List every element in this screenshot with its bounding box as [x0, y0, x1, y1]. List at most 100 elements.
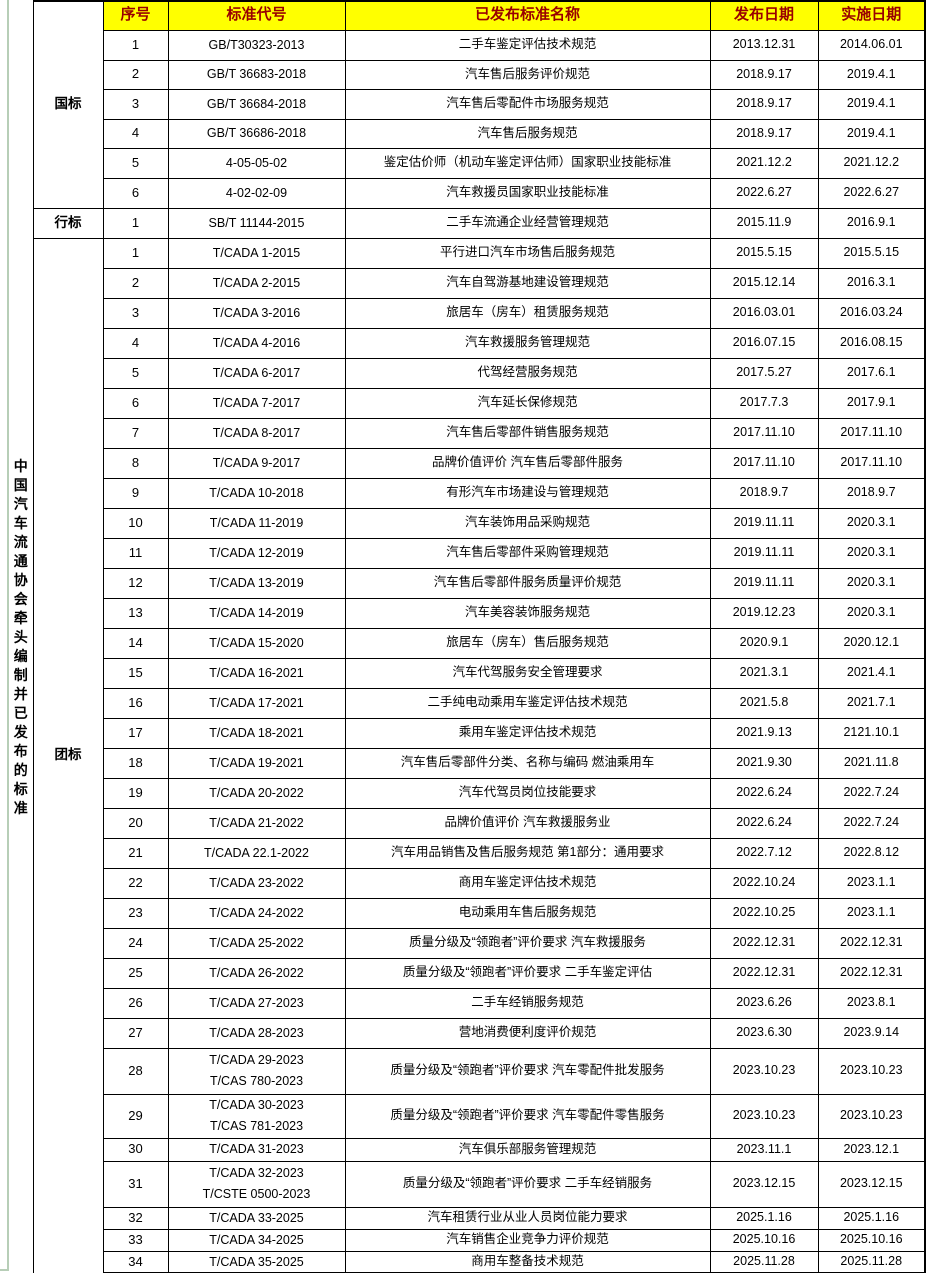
table-row: 19 T/CADA 20-2022 汽车代驾员岗位技能要求 2022.6.24 2022…	[9, 777, 926, 809]
cell-published: 2017.5.27	[709, 357, 819, 389]
cell-implemented: 2022.7.24	[817, 807, 926, 839]
cell-published: 2022.6.24	[709, 807, 819, 839]
table-row: 16 T/CADA 17-2021 二手纯电动乘用车鉴定评估技术规范 2021.5.8…	[9, 687, 926, 719]
table-row: 15 T/CADA 16-2021 汽车代驾服务安全管理要求 2021.3.1 2021…	[9, 657, 926, 689]
cell-implemented: 2023.1.1	[817, 897, 926, 929]
cell-name: 汽车销售企业竞争力评价规范	[344, 1228, 711, 1252]
cell-code: T/CADA 15-2020	[167, 627, 346, 659]
cell-no: 27	[102, 1017, 169, 1049]
cell-implemented: 2023.12.1	[817, 1137, 926, 1162]
cell-implemented: 2025.10.16	[817, 1228, 926, 1252]
cell-code: 4-02-02-09	[167, 177, 346, 209]
cell-name: 商用车整备技术规范	[344, 1250, 711, 1273]
cell-code: T/CADA 7-2017	[167, 387, 346, 419]
cell-implemented: 2020.3.1	[817, 597, 926, 629]
cell-code: T/CADA 21-2022	[167, 807, 346, 839]
cell-no: 15	[102, 657, 169, 689]
cell-no: 6	[102, 387, 169, 419]
cell-name: 电动乘用车售后服务规范	[344, 897, 711, 929]
cell-no: 4	[102, 327, 169, 359]
cell-code: T/CADA 2-2015	[167, 267, 346, 299]
table-row: 24 T/CADA 25-2022 质量分级及“领跑者”评价要求 汽车救援服务 202…	[9, 927, 926, 959]
cell-name: 汽车售后零部件采购管理规范	[344, 537, 711, 569]
cell-published: 2023.6.26	[709, 987, 819, 1019]
cell-code: T/CADA 28-2023	[167, 1017, 346, 1049]
cell-implemented: 2121.10.1	[817, 717, 926, 749]
cell-code: T/CADA 13-2019	[167, 567, 346, 599]
cell-code: T/CADA 32-2023 T/CSTE 0500-2023	[167, 1160, 346, 1208]
cell-code: T/CADA 4-2016	[167, 327, 346, 359]
table-row: 4 GB/T 36686-2018 汽车售后服务规范 2018.9.17 2019.4.…	[9, 118, 926, 149]
cell-implemented: 2021.7.1	[817, 687, 926, 719]
cell-no: 12	[102, 567, 169, 599]
cell-no: 16	[102, 687, 169, 719]
cell-name: 二手车鉴定评估技术规范	[344, 29, 711, 61]
cell-name: 汽车用品销售及售后服务规范 第1部分：通用要求	[344, 837, 711, 869]
cell-implemented: 2020.3.1	[817, 567, 926, 599]
table-row: 22 T/CADA 23-2022 商用车鉴定评估技术规范 2022.10.24 202…	[9, 867, 926, 899]
cell-no: 1	[102, 29, 169, 61]
cell-implemented: 2016.9.1	[817, 207, 926, 239]
cell-code: T/CADA 35-2025	[167, 1250, 346, 1273]
cell-implemented: 2020.3.1	[817, 537, 926, 569]
table-row: 11 T/CADA 12-2019 汽车售后零部件采购管理规范 2019.11.11 2…	[9, 537, 926, 569]
cell-implemented: 2021.11.8	[817, 747, 926, 779]
cell-no: 32	[102, 1206, 169, 1230]
cell-code: 4-05-05-02	[167, 147, 346, 179]
table-row: 29 T/CADA 30-2023 T/CAS 781-2023 质量分级及“领跑者…	[9, 1093, 926, 1139]
cell-published: 2023.6.30	[709, 1017, 819, 1049]
cell-implemented: 2025.1.16	[817, 1206, 926, 1230]
cell-implemented: 2016.3.1	[817, 267, 926, 299]
cell-published: 2019.12.23	[709, 597, 819, 629]
cell-code: GB/T30323-2013	[167, 29, 346, 61]
cell-no: 13	[102, 597, 169, 629]
cell-name: 汽车自驾游基地建设管理规范	[344, 267, 711, 299]
cell-implemented: 2014.06.01	[817, 29, 926, 61]
table-row: 7 T/CADA 8-2017 汽车售后零部件销售服务规范 2017.11.10 201…	[9, 417, 926, 449]
cell-implemented: 2015.5.15	[817, 237, 926, 269]
cell-code: T/CADA 17-2021	[167, 687, 346, 719]
cell-implemented: 2022.12.31	[817, 927, 926, 959]
cell-no: 5	[102, 357, 169, 389]
cell-published: 2022.12.31	[709, 927, 819, 959]
cell-name: 旅居车（房车）租赁服务规范	[344, 297, 711, 329]
cell-name: 二手纯电动乘用车鉴定评估技术规范	[344, 687, 711, 719]
table-row: 32 T/CADA 33-2025 汽车租赁行业从业人员岗位能力要求 2025.1.1…	[9, 1206, 926, 1230]
cell-no: 3	[102, 297, 169, 329]
page-edge-line-vertical	[7, 0, 9, 1271]
cell-published: 2021.9.30	[709, 747, 819, 779]
cell-published: 2018.9.17	[709, 59, 819, 90]
cell-name: 汽车救援员国家职业技能标准	[344, 177, 711, 209]
cell-name: 汽车救援服务管理规范	[344, 327, 711, 359]
cell-published: 2021.3.1	[709, 657, 819, 689]
cell-no: 21	[102, 837, 169, 869]
cell-name: 汽车租赁行业从业人员岗位能力要求	[344, 1206, 711, 1230]
cell-published: 2021.9.13	[709, 717, 819, 749]
standards-table: 中国汽车流通协会牵头编制并已发布的标准 国标 序号 标准代号 已发布标准名称 发布日期 实施…	[9, 0, 926, 1273]
cell-name: 汽车售后服务评价规范	[344, 59, 711, 90]
cell-published: 2023.10.23	[709, 1047, 819, 1095]
cell-code: T/CADA 3-2016	[167, 297, 346, 329]
cell-name: 汽车售后零配件市场服务规范	[344, 88, 711, 120]
cell-name: 商用车鉴定评估技术规范	[344, 867, 711, 899]
cell-published: 2022.10.24	[709, 867, 819, 899]
cell-code: GB/T 36684-2018	[167, 88, 346, 120]
cell-implemented: 2022.6.27	[817, 177, 926, 209]
cell-implemented: 2021.12.2	[817, 147, 926, 179]
table-row: 3 T/CADA 3-2016 旅居车（房车）租赁服务规范 2016.03.01 201…	[9, 297, 926, 329]
cell-no: 7	[102, 417, 169, 449]
cell-implemented: 2017.11.10	[817, 417, 926, 449]
vertical-title-cell: 中国汽车流通协会牵头编制并已发布的标准	[9, 1, 34, 1273]
table-row: 18 T/CADA 19-2021 汽车售后零部件分类、名称与编码 燃油乘用车 202…	[9, 747, 926, 779]
cell-implemented: 2025.11.28	[817, 1250, 926, 1273]
cell-implemented: 2020.12.1	[817, 627, 926, 659]
cell-code: SB/T 11144-2015	[167, 207, 346, 239]
table-row: 26 T/CADA 27-2023 二手车经销服务规范 2023.6.26 2023.8…	[9, 987, 926, 1019]
cell-code: T/CADA 22.1-2022	[167, 837, 346, 869]
cell-implemented: 2017.11.10	[817, 447, 926, 479]
header-row: 中国汽车流通协会牵头编制并已发布的标准 国标 序号 标准代号 已发布标准名称 发布日期 实施…	[9, 0, 926, 1273]
column-header-code: 标准代号	[167, 0, 346, 31]
table-row: 33 T/CADA 34-2025 汽车销售企业竞争力评价规范 2025.10.16 2…	[9, 1228, 926, 1252]
cell-no: 2	[102, 59, 169, 90]
